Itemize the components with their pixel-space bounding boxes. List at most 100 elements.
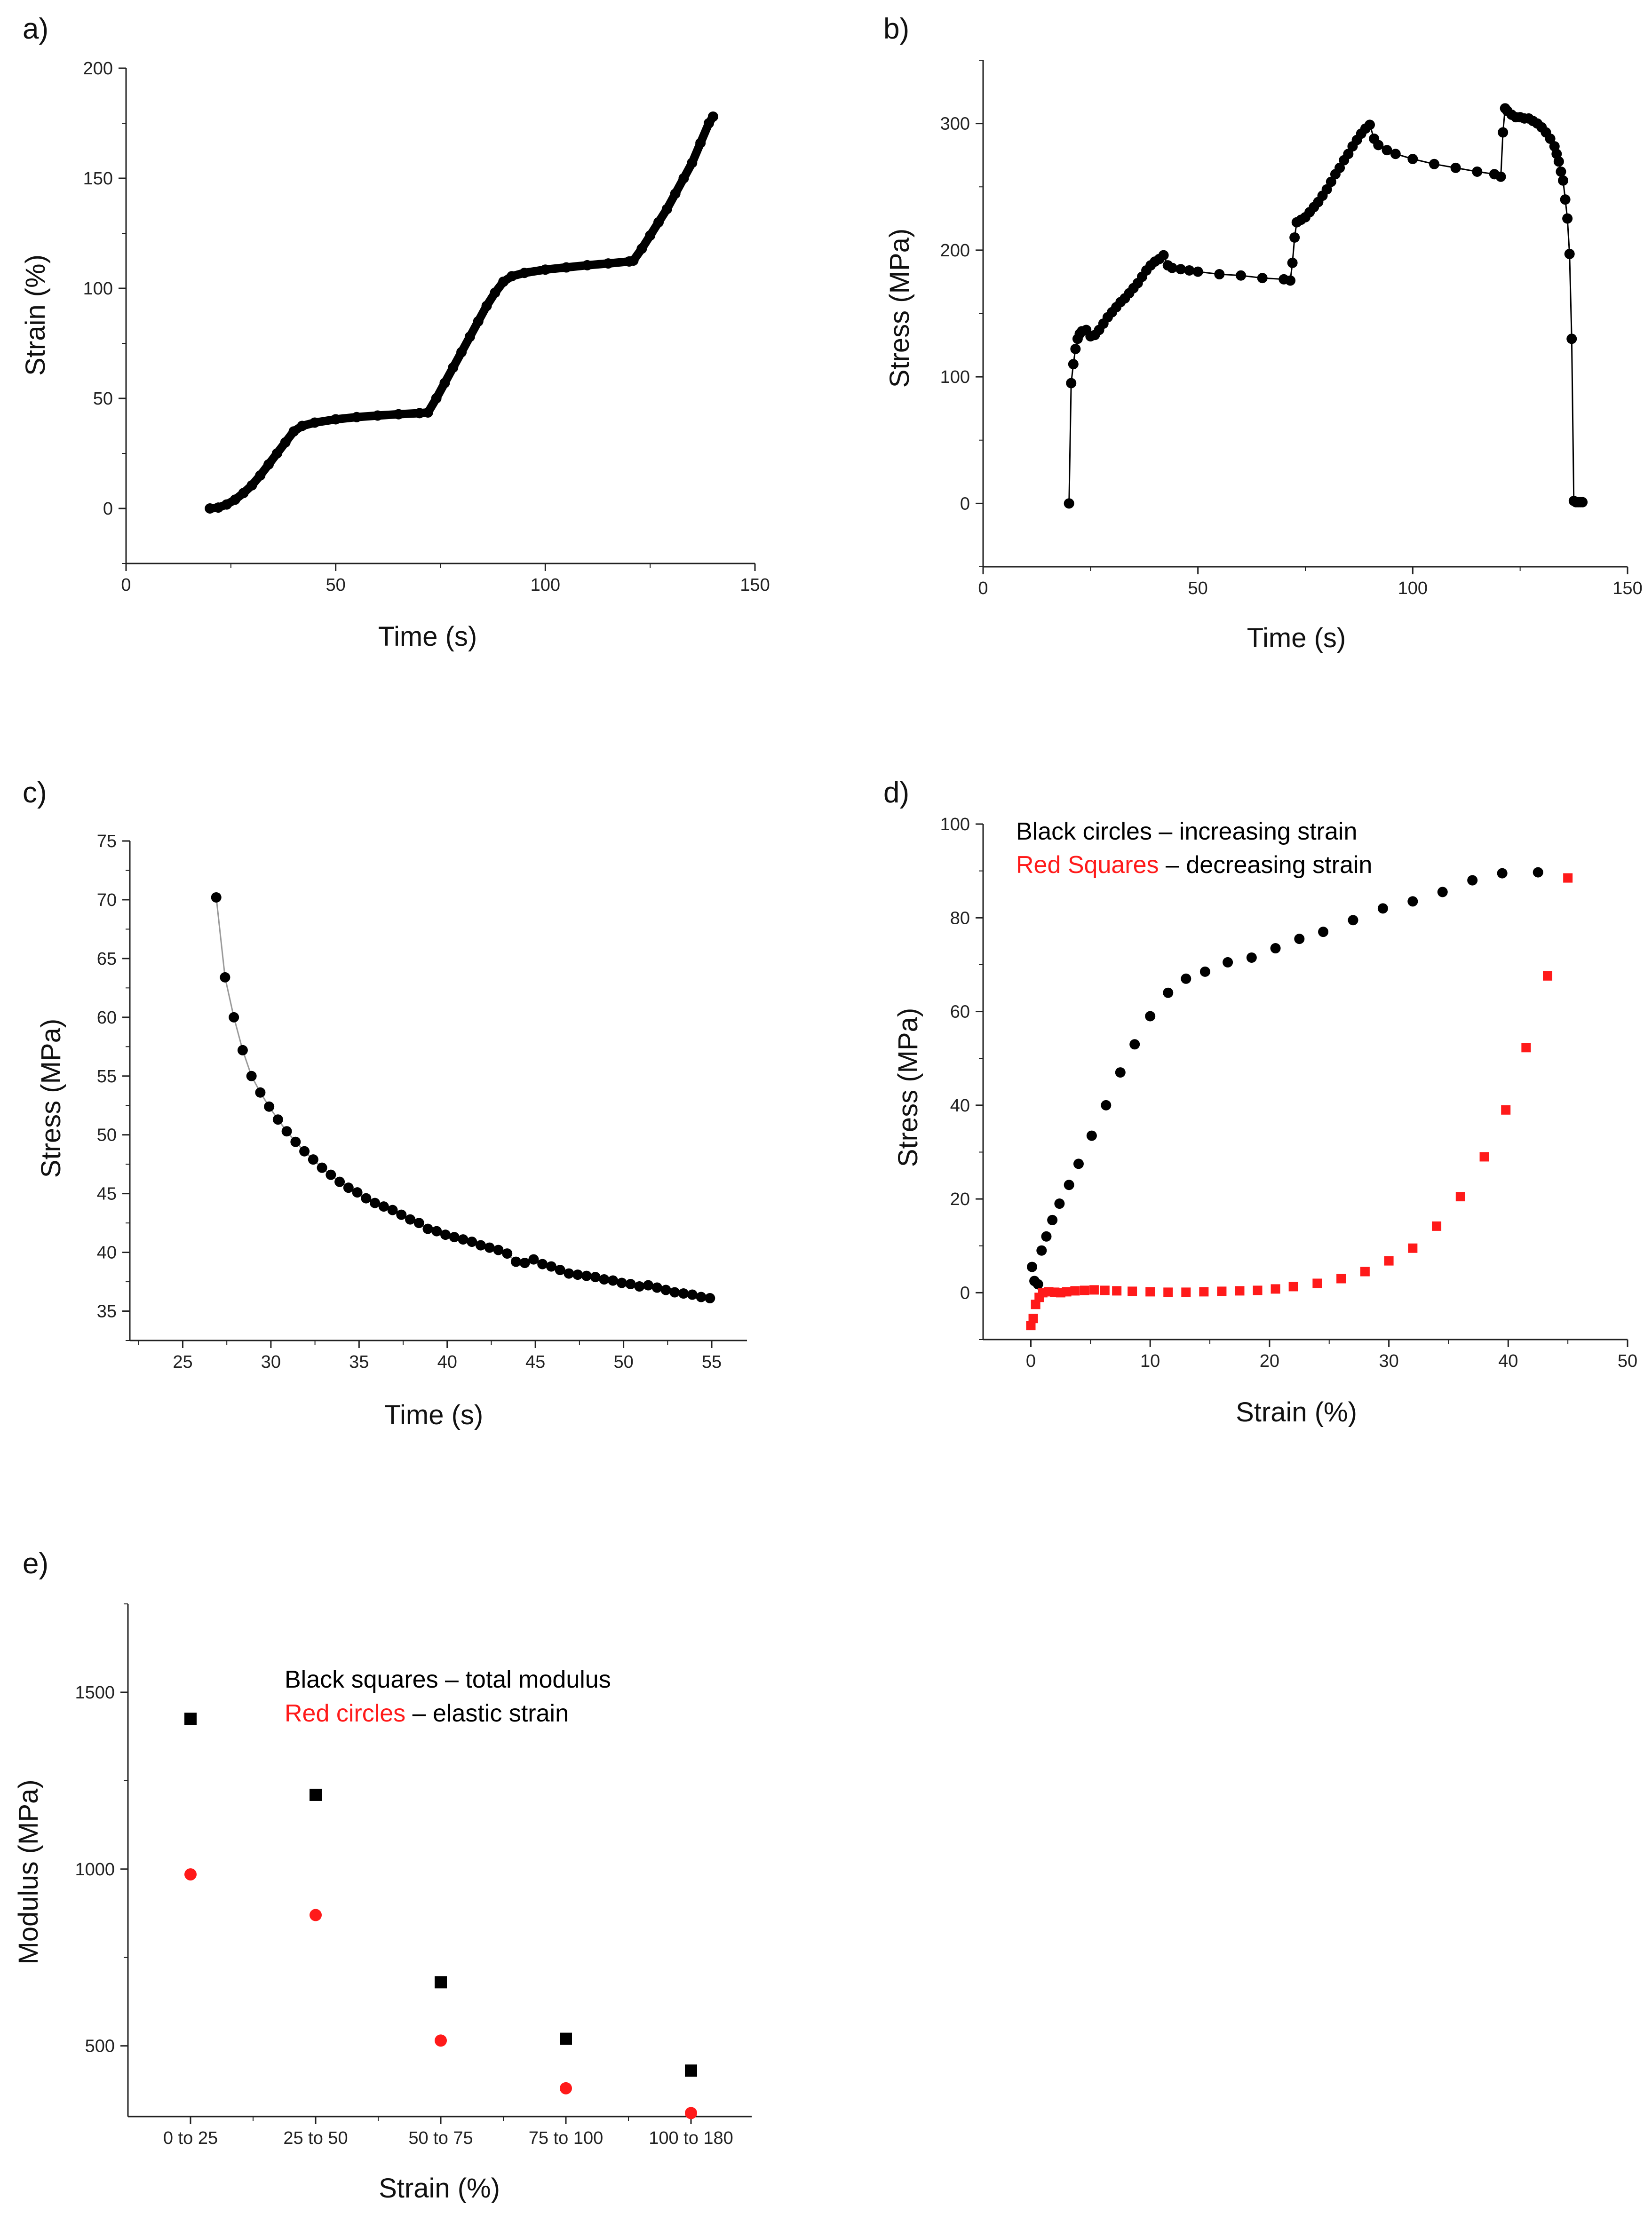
y-tick-label-a-4: 200 bbox=[83, 59, 113, 79]
data-point-a-0-25 bbox=[481, 301, 492, 311]
x-tick-label-d-1: 10 bbox=[1140, 1351, 1160, 1371]
data-point-d-0-0 bbox=[1027, 1261, 1038, 1272]
x-tick-label-d-2: 20 bbox=[1260, 1351, 1279, 1371]
data-point-d-1-22 bbox=[1271, 1284, 1280, 1294]
y-tick-label-b-2: 200 bbox=[940, 241, 970, 261]
x-tick-label-e-1: 25 to 50 bbox=[283, 2128, 348, 2148]
y-tick-label-c-3: 50 bbox=[97, 1126, 117, 1145]
chart-e: e) Strain (%) Modulus (MPa) Black square… bbox=[13, 1547, 752, 2204]
data-point-d-1-26 bbox=[1360, 1267, 1370, 1277]
x-tick-label-e-3: 75 to 100 bbox=[529, 2128, 603, 2148]
data-point-c-0-51 bbox=[660, 1285, 671, 1295]
data-point-a-0-6 bbox=[255, 470, 266, 481]
data-point-b-0-35 bbox=[1285, 275, 1296, 286]
data-point-b-0-45 bbox=[1321, 184, 1332, 195]
legend-line2-d: Red Squares – decreasing strain bbox=[1016, 851, 1372, 879]
data-point-d-0-19 bbox=[1270, 943, 1281, 954]
data-point-d-0-5 bbox=[1047, 1214, 1058, 1225]
data-point-c-0-38 bbox=[546, 1261, 556, 1272]
data-point-d-0-15 bbox=[1181, 973, 1191, 984]
data-point-d-1-28 bbox=[1408, 1243, 1418, 1253]
data-point-a-0-7 bbox=[263, 459, 274, 470]
data-point-c-0-33 bbox=[502, 1248, 513, 1259]
data-point-a-0-28 bbox=[507, 271, 517, 282]
series-line-b-0 bbox=[1068, 107, 1583, 504]
data-point-c-0-46 bbox=[616, 1277, 627, 1288]
data-point-c-0-20 bbox=[387, 1205, 398, 1215]
legend-series-red-e: Red circles bbox=[285, 1700, 405, 1727]
legend-line2-e: Red circles – elastic strain bbox=[285, 1700, 569, 1727]
data-point-a-0-15 bbox=[372, 410, 383, 421]
data-point-c-0-18 bbox=[370, 1198, 381, 1208]
data-point-d-1-25 bbox=[1336, 1274, 1346, 1284]
x-tick-label-b-1: 50 bbox=[1188, 579, 1208, 598]
data-point-a-0-24 bbox=[473, 316, 484, 327]
data-point-c-0-0 bbox=[211, 892, 222, 903]
data-point-c-0-42 bbox=[581, 1270, 592, 1281]
data-point-a-0-37 bbox=[645, 230, 656, 241]
y-tick-label-a-1: 50 bbox=[93, 389, 113, 409]
data-point-d-1-17 bbox=[1181, 1287, 1191, 1297]
chart-a: a) Time (s) Strain (%) 0 50 100 150 0 50 100 15… bbox=[20, 13, 770, 652]
data-point-b-0-28 bbox=[1175, 264, 1186, 275]
data-point-c-0-55 bbox=[696, 1292, 707, 1302]
data-point-d-1-29 bbox=[1432, 1221, 1442, 1231]
data-point-d-0-25 bbox=[1437, 887, 1448, 897]
data-point-c-0-26 bbox=[440, 1229, 451, 1240]
data-point-b-0-60 bbox=[1407, 154, 1418, 165]
x-axis-title-b: Time (s) bbox=[1247, 623, 1346, 653]
y-tick-label-a-3: 150 bbox=[83, 169, 113, 189]
data-point-d-1-33 bbox=[1521, 1043, 1531, 1053]
data-point-b-0-25 bbox=[1158, 250, 1169, 261]
data-point-e-1-1 bbox=[310, 1909, 322, 1921]
data-point-b-0-30 bbox=[1192, 266, 1203, 277]
data-point-c-0-19 bbox=[378, 1201, 389, 1212]
data-point-d-0-12 bbox=[1129, 1039, 1140, 1050]
data-point-a-0-3 bbox=[230, 494, 240, 505]
data-point-c-0-13 bbox=[326, 1169, 336, 1180]
data-point-c-0-44 bbox=[599, 1274, 610, 1285]
data-point-c-0-10 bbox=[299, 1146, 310, 1157]
x-tick-label-a-1: 50 bbox=[326, 575, 346, 595]
data-point-c-0-43 bbox=[590, 1272, 601, 1283]
y-tick-label-b-0: 0 bbox=[960, 494, 970, 514]
data-point-c-0-27 bbox=[449, 1232, 460, 1243]
data-point-c-0-36 bbox=[528, 1254, 539, 1265]
data-point-c-0-41 bbox=[572, 1269, 583, 1280]
data-point-d-0-20 bbox=[1294, 934, 1305, 944]
data-point-d-0-13 bbox=[1145, 1011, 1156, 1022]
data-point-e-0-3 bbox=[560, 2032, 572, 2045]
data-point-d-0-28 bbox=[1533, 867, 1543, 878]
data-point-d-0-8 bbox=[1073, 1158, 1084, 1169]
data-point-a-0-0 bbox=[205, 503, 215, 514]
data-point-c-0-35 bbox=[519, 1258, 530, 1269]
data-point-c-0-29 bbox=[467, 1237, 477, 1247]
data-point-d-1-12 bbox=[1100, 1285, 1110, 1295]
data-point-d-0-24 bbox=[1407, 896, 1418, 907]
y-tick-label-d-5: 100 bbox=[940, 815, 970, 834]
data-point-b-0-78 bbox=[1545, 133, 1556, 144]
data-point-d-1-18 bbox=[1199, 1287, 1209, 1297]
x-tick-label-b-2: 100 bbox=[1398, 579, 1428, 598]
x-axis-title-a: Time (s) bbox=[378, 621, 477, 652]
data-point-d-0-7 bbox=[1064, 1180, 1074, 1190]
data-point-b-0-57 bbox=[1373, 140, 1384, 151]
data-point-b-0-46 bbox=[1326, 176, 1336, 187]
data-point-a-0-20 bbox=[439, 378, 450, 389]
data-point-d-1-15 bbox=[1145, 1287, 1155, 1297]
legend-desc-black-d: – increasing strain bbox=[1152, 818, 1357, 845]
panel-label-d: d) bbox=[883, 777, 909, 809]
data-point-c-0-30 bbox=[475, 1240, 486, 1251]
data-point-c-0-47 bbox=[625, 1279, 636, 1290]
x-tick-label-e-0: 0 to 25 bbox=[163, 2128, 218, 2148]
data-point-c-0-4 bbox=[246, 1071, 257, 1081]
data-point-c-0-11 bbox=[308, 1154, 318, 1165]
data-point-a-0-27 bbox=[498, 276, 509, 287]
y-tick-label-d-2: 40 bbox=[950, 1096, 970, 1116]
x-tick-label-c-5: 50 bbox=[613, 1352, 633, 1372]
y-tick-label-d-0: 0 bbox=[960, 1283, 970, 1303]
data-point-b-0-33 bbox=[1257, 273, 1268, 284]
data-point-d-0-27 bbox=[1497, 868, 1508, 879]
data-point-d-0-2 bbox=[1032, 1279, 1043, 1290]
data-point-d-1-13 bbox=[1112, 1286, 1122, 1296]
